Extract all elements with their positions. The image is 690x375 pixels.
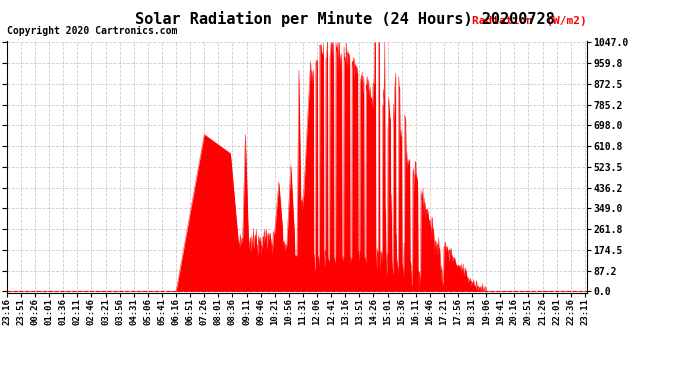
- Text: Copyright 2020 Cartronics.com: Copyright 2020 Cartronics.com: [7, 26, 177, 36]
- Text: Solar Radiation per Minute (24 Hours) 20200728: Solar Radiation per Minute (24 Hours) 20…: [135, 11, 555, 27]
- Text: Radiation  (W/m2): Radiation (W/m2): [472, 16, 586, 26]
